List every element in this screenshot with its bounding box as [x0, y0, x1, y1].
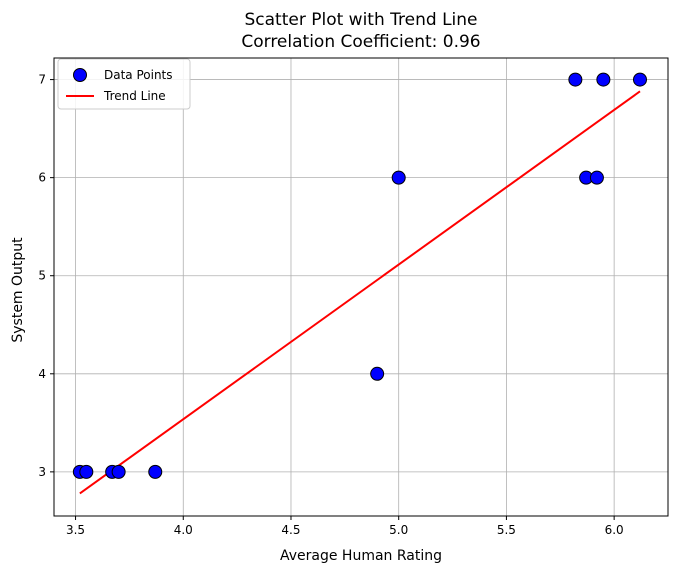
- x-tick-label: 3.5: [66, 523, 85, 537]
- y-axis-label: System Output: [10, 237, 26, 343]
- x-tick-label: 5.0: [389, 523, 408, 537]
- data-point: [79, 464, 94, 479]
- y-axis-ticks: 3 4 5 6 7: [38, 73, 54, 479]
- y-tick-label: 7: [38, 73, 46, 87]
- data-point: [391, 170, 406, 185]
- legend-label-trend-line: Trend Line: [103, 89, 166, 103]
- chart-subtitle: Correlation Coefficient: 0.96: [241, 32, 480, 52]
- data-point: [632, 72, 647, 87]
- legend: Data Points Trend Line: [57, 58, 191, 110]
- x-axis-label: Average Human Rating: [280, 548, 442, 564]
- x-tick-label: 4.0: [174, 523, 193, 537]
- y-tick-label: 6: [38, 171, 46, 185]
- x-axis-ticks: 3.5 4.0 4.5 5.0 5.5 6.0: [66, 516, 624, 537]
- x-tick-label: 6.0: [605, 523, 624, 537]
- data-point: [148, 464, 163, 479]
- x-tick-label: 4.5: [281, 523, 300, 537]
- data-point: [111, 464, 126, 479]
- data-point: [370, 366, 385, 381]
- y-tick-label: 4: [38, 367, 46, 381]
- legend-label-data-points: Data Points: [104, 68, 173, 82]
- y-tick-label: 3: [38, 465, 46, 479]
- trend-line-layer: [79, 90, 641, 495]
- plot-frame: [53, 57, 669, 517]
- data-point: [589, 170, 604, 185]
- data-points-layer: [72, 72, 647, 479]
- chart-title: Scatter Plot with Trend Line: [244, 10, 477, 30]
- x-tick-label: 5.5: [497, 523, 516, 537]
- data-point: [568, 72, 583, 87]
- data-point: [596, 72, 611, 87]
- y-tick-label: 5: [38, 269, 46, 283]
- legend-marker-data-points: [73, 68, 87, 82]
- trend-line: [79, 90, 641, 495]
- grid-lines: [54, 58, 668, 516]
